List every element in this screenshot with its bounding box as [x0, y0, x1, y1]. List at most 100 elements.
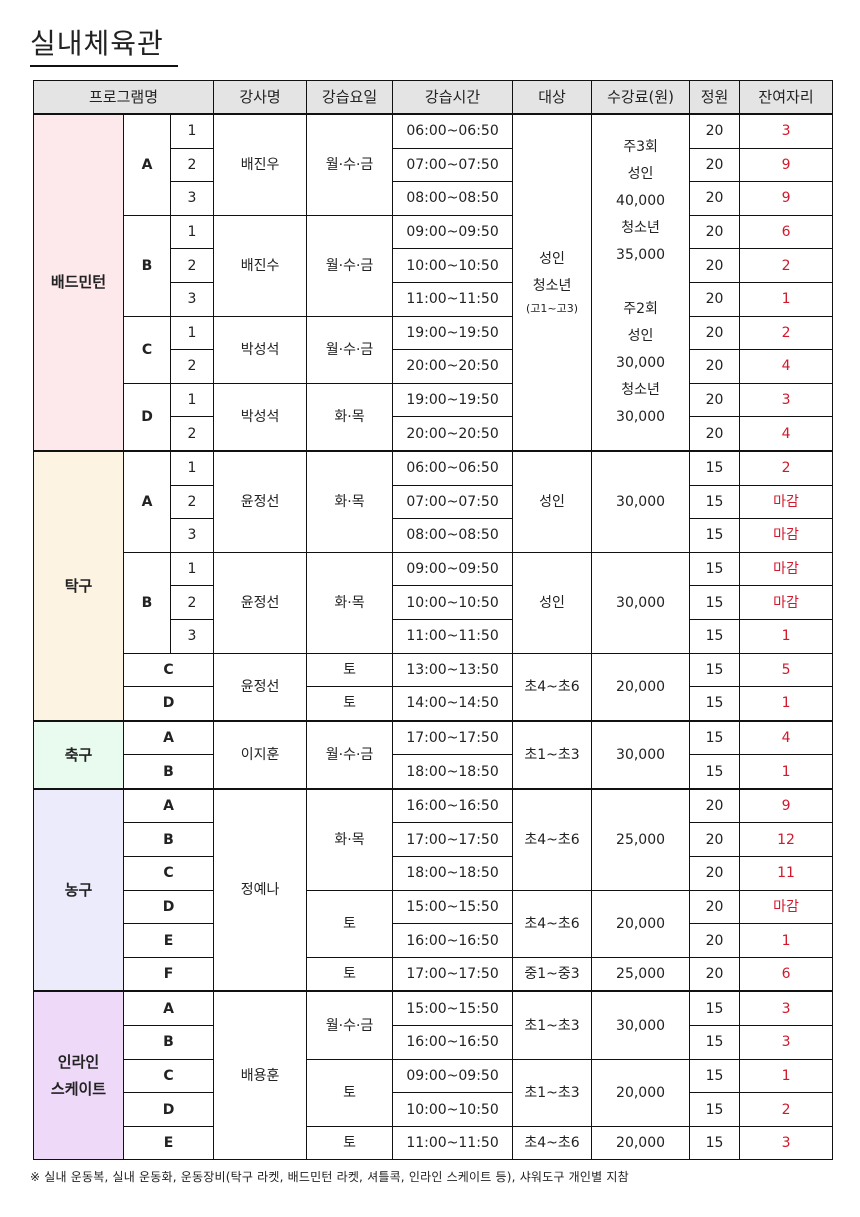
capacity-cell: 15: [689, 585, 741, 620]
table-row: C 18:00~18:50 20 11: [34, 856, 834, 891]
capacity-cell: 15: [689, 719, 741, 756]
time-cell: 11:00~11:50: [392, 1125, 514, 1161]
group-cell: F: [122, 956, 215, 992]
time-cell: 10:00~10:50: [392, 248, 514, 283]
header-days: 강습요일: [306, 80, 394, 115]
table-row: D 1 박성석 화·목 19:00~19:50 20 3: [34, 382, 834, 452]
days-cell: 토: [306, 686, 394, 722]
days-cell: 토: [306, 1058, 394, 1127]
days-cell: 화·목: [306, 449, 394, 553]
days-cell: 월·수·금: [306, 214, 394, 317]
table-row: 3 08:00~08:50 15 마감: [34, 518, 834, 553]
remaining-cell: 1: [739, 281, 834, 317]
table-row: B 1 윤정선 화·목 09:00~09:50 성인 30,000 15 마감: [34, 551, 834, 654]
group-cell: C: [122, 652, 215, 688]
time-cell: 09:00~09:50: [392, 214, 514, 250]
remaining-cell: 1: [739, 618, 834, 654]
group-cell: E: [122, 923, 215, 958]
capacity-cell: 15: [689, 1125, 741, 1161]
remaining-cell: 2: [739, 248, 834, 283]
capacity-cell: 15: [689, 1092, 741, 1127]
time-cell: 08:00~08:50: [392, 181, 514, 216]
remaining-cell: 12: [739, 822, 834, 858]
group-cell: B: [122, 1025, 215, 1060]
header-time: 강습시간: [392, 80, 514, 115]
header-program: 프로그램명: [32, 80, 215, 115]
cell-line: 30,000: [616, 354, 666, 371]
fee-cell: 20,000: [591, 889, 691, 958]
table-row: 2 07:00~07:50 15 마감: [34, 484, 834, 520]
session-cell: 2: [169, 484, 215, 520]
group-cell: C: [122, 1058, 215, 1094]
sport-name-cell: 배드민턴: [33, 113, 124, 452]
cell-line: 40,000: [616, 192, 666, 209]
session-cell: 2: [169, 585, 215, 620]
table-row: D 토 14:00~14:50 15 1: [34, 686, 834, 722]
instructor-cell: 배용훈: [213, 990, 308, 1161]
time-cell: 11:00~11:50: [392, 618, 514, 654]
session-cell: 1: [169, 449, 215, 486]
cell-line: 35,000: [616, 246, 666, 263]
header-row: 프로그램명 강사명 강습요일 강습시간 대상 수강료(원) 정원 잔여자리: [32, 80, 834, 115]
table-row: C 1 박성석 월·수·금 19:00~19:50 20 2: [34, 315, 834, 384]
table-row: 2 10:00~10:50 15 마감: [34, 585, 834, 620]
table-row: 농구 A 정예나 화·목 16:00~16:50 초4~초6 25,000 20 9: [33, 787, 834, 992]
remaining-cell: 4: [739, 719, 834, 756]
days-cell: 토: [306, 1125, 394, 1161]
days-cell: 화·목: [306, 382, 394, 452]
session-cell: 3: [169, 181, 215, 216]
session-cell: 2: [169, 147, 215, 183]
table-row: B 1 배진수 월·수·금 09:00~09:50 20 6: [34, 214, 834, 317]
time-cell: 19:00~19:50: [392, 382, 514, 418]
cell-line: [592, 269, 689, 296]
time-cell: 19:00~19:50: [392, 315, 514, 351]
cell-line: 인라인: [57, 1052, 100, 1071]
remaining-cell: 11: [739, 856, 834, 891]
capacity-cell: 15: [689, 484, 741, 520]
table-row: D 토 15:00~15:50 초4~초6 20,000 20 마감: [34, 889, 834, 958]
table-row: 인라인 스케이트 A 배용훈 월·수·금 15:00~15:50 초1~초3 30,000 15…: [33, 990, 834, 1161]
capacity-cell: 20: [689, 248, 741, 283]
capacity-cell: 20: [689, 822, 741, 858]
instructor-cell: 배진우: [213, 112, 308, 216]
days-cell: 화·목: [306, 551, 394, 654]
target-cell: 초1~초3: [512, 990, 593, 1060]
time-cell: 18:00~18:50: [392, 856, 514, 891]
table-row: 2 20:00~20:50 20 4: [34, 349, 834, 384]
remaining-cell: 5: [739, 652, 834, 688]
cell-line: 주3회: [623, 138, 658, 155]
session-cell: 1: [169, 112, 215, 149]
session-cell: 1: [169, 551, 215, 587]
remaining-cell: 1: [739, 754, 834, 790]
remaining-cell: 6: [739, 956, 834, 992]
target-cell: 초4~초6: [512, 787, 593, 891]
remaining-cell: 9: [739, 787, 834, 824]
footnote: ※ 실내 운동복, 실내 운동화, 운동장비(탁구 라켓, 배드민턴 라켓, 셔…: [30, 1170, 629, 1184]
session-cell: 2: [169, 416, 215, 452]
session-cell: 3: [169, 518, 215, 553]
time-cell: 20:00~20:50: [392, 349, 514, 384]
time-cell: 07:00~07:50: [392, 147, 514, 183]
group-cell: A: [122, 990, 215, 1027]
cell-line: 스케이트: [50, 1079, 107, 1098]
fee-cell: 30,000: [591, 719, 691, 790]
target-cell: 성인: [512, 449, 593, 553]
instructor-cell: 윤정선: [213, 449, 308, 553]
time-cell: 18:00~18:50: [392, 754, 514, 790]
cell-line: (고1~고3): [526, 302, 579, 316]
target-cell: 성인: [512, 551, 593, 654]
capacity-cell: 20: [689, 416, 741, 452]
days-cell: 월·수·금: [306, 315, 394, 384]
days-cell: 토: [306, 652, 394, 688]
remaining-cell: 1: [739, 1058, 834, 1094]
target-cell: 초4~초6: [512, 652, 593, 722]
group-cell: A: [122, 719, 215, 756]
capacity-cell: 20: [689, 315, 741, 351]
capacity-cell: 20: [689, 856, 741, 891]
capacity-cell: 15: [689, 551, 741, 587]
remaining-cell: 2: [739, 1092, 834, 1127]
cell-line: 성인: [627, 327, 654, 344]
session-cell: 3: [169, 281, 215, 317]
remaining-cell: 마감: [739, 585, 834, 620]
cell-line: 주2회: [623, 300, 658, 317]
